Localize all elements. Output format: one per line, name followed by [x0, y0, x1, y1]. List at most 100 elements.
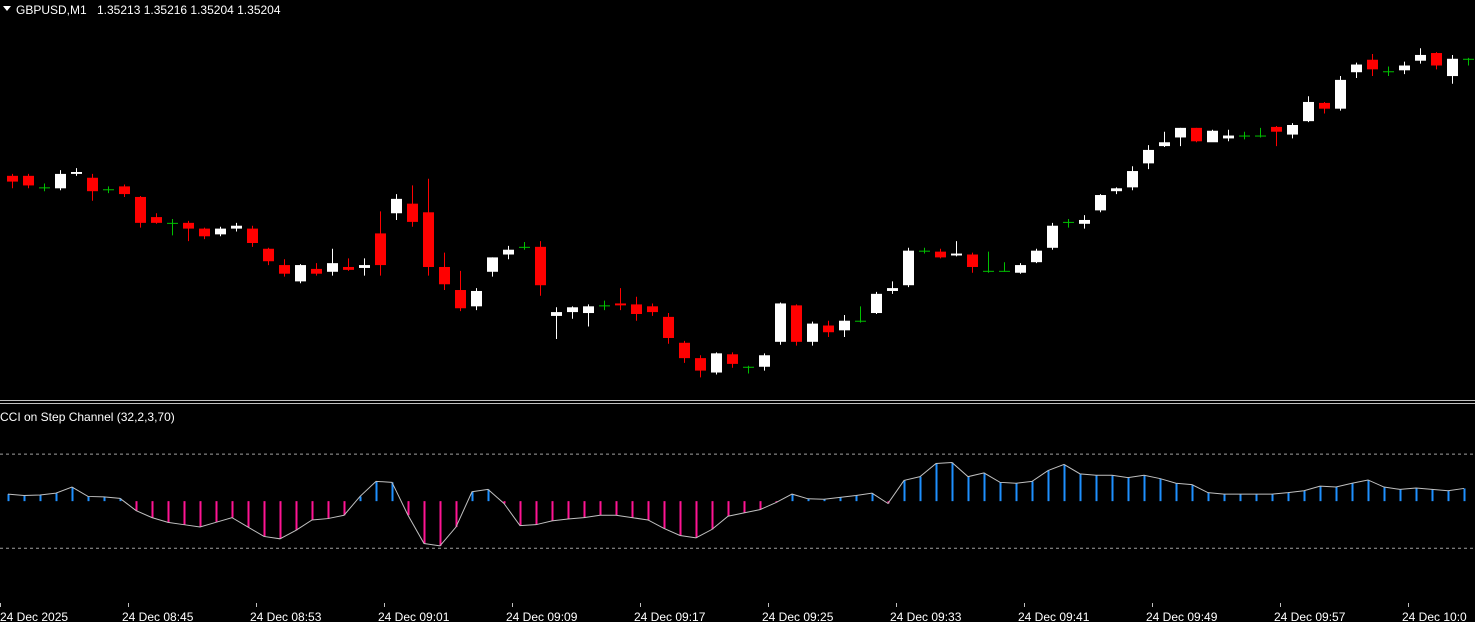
candle [519, 242, 530, 250]
candle [1111, 187, 1122, 195]
candle [1079, 215, 1090, 229]
candle [1319, 101, 1330, 114]
candle-body [583, 306, 594, 314]
time-tick-label: 24 Dec 08:45 [122, 610, 194, 622]
candle-body [71, 172, 82, 174]
time-tick-label: 24 Dec 09:49 [1146, 610, 1218, 622]
time-tick-label: 24 Dec 2025 [0, 610, 68, 622]
candle-body [1143, 149, 1154, 164]
candle [871, 291, 882, 314]
candle-body [1111, 188, 1122, 192]
candle [839, 314, 850, 338]
candle-body [1223, 135, 1234, 139]
candle-body [247, 228, 258, 243]
candle [663, 313, 674, 344]
candle [743, 365, 754, 374]
candle [551, 307, 562, 339]
time-tick-label: 24 Dec 09:17 [634, 610, 706, 622]
candle [215, 226, 226, 237]
candle-body [1463, 58, 1474, 60]
candle-body [7, 175, 18, 182]
time-tick-label: 24 Dec 09:09 [506, 610, 578, 622]
candle-body [1335, 79, 1346, 109]
candle-body [519, 246, 530, 248]
candle [647, 303, 658, 316]
candle [1367, 53, 1378, 77]
candle [679, 340, 690, 363]
candle-body [199, 228, 210, 237]
candle [1143, 145, 1154, 170]
candle [599, 300, 610, 311]
candle-body [471, 290, 482, 307]
candle [167, 219, 178, 236]
candle-body [1367, 59, 1378, 70]
candle-body [23, 175, 34, 186]
candle [967, 252, 978, 273]
candle [1287, 123, 1298, 139]
candle [695, 355, 706, 378]
candle [1415, 48, 1426, 64]
candle-body [1015, 265, 1026, 273]
candle-body [359, 265, 370, 268]
time-tick-label: 24 Dec 08:53 [250, 610, 322, 622]
candle [391, 194, 402, 220]
indicator-pane [0, 453, 1475, 549]
candle-body [391, 198, 402, 214]
candle-body [327, 263, 338, 272]
candle [1223, 129, 1234, 142]
candle-body [311, 268, 322, 274]
candle [983, 251, 994, 273]
candle [1047, 222, 1058, 250]
candle-body [295, 265, 306, 282]
candle [1255, 127, 1266, 138]
time-tick-label: 24 Dec 09:25 [762, 610, 834, 622]
candle [535, 241, 546, 296]
candle [343, 258, 354, 271]
candle [295, 264, 306, 284]
candle-body [1303, 101, 1314, 122]
candle-body [1271, 126, 1282, 132]
candle [279, 259, 290, 277]
candle-body [1239, 135, 1250, 137]
candle-body [1079, 219, 1090, 224]
time-tick-label: 24 Dec 09:33 [890, 610, 962, 622]
candle-body [695, 358, 706, 371]
candle [1095, 194, 1106, 213]
candle-body [1399, 65, 1410, 71]
candle-body [535, 246, 546, 286]
candle [855, 306, 866, 323]
candle-body [1207, 130, 1218, 143]
candle-body [599, 305, 610, 307]
candle-body [487, 257, 498, 272]
candle-body [119, 186, 130, 195]
candle-body [775, 303, 786, 342]
candle [935, 248, 946, 259]
time-tick-label: 24 Dec 09:01 [378, 610, 450, 622]
candle [919, 247, 930, 254]
candle-body [439, 266, 450, 285]
candle [567, 306, 578, 319]
candle [7, 173, 18, 189]
candle [1431, 52, 1442, 70]
time-tick-label: 24 Dec 10:0 [1402, 610, 1467, 622]
candle-body [983, 270, 994, 272]
candle [1031, 248, 1042, 264]
candle-body [1191, 127, 1202, 142]
time-axis: 24 Dec 2025 24 Dec 08:45 24 Dec 08:53 24 De… [0, 603, 1467, 622]
candle [759, 353, 770, 371]
candle-body [711, 353, 722, 373]
candle-body [935, 251, 946, 258]
candle [231, 222, 242, 232]
candle-body [743, 366, 754, 368]
candle [1159, 131, 1170, 148]
candle-body [1127, 171, 1138, 188]
candle [487, 257, 498, 277]
candle [183, 220, 194, 242]
candle [615, 288, 626, 311]
candle [1191, 127, 1202, 143]
chart-menu-triangle-icon[interactable] [3, 6, 11, 11]
candle-body [807, 323, 818, 342]
candle-body [631, 304, 642, 314]
time-tick-label: 24 Dec 09:57 [1274, 610, 1346, 622]
